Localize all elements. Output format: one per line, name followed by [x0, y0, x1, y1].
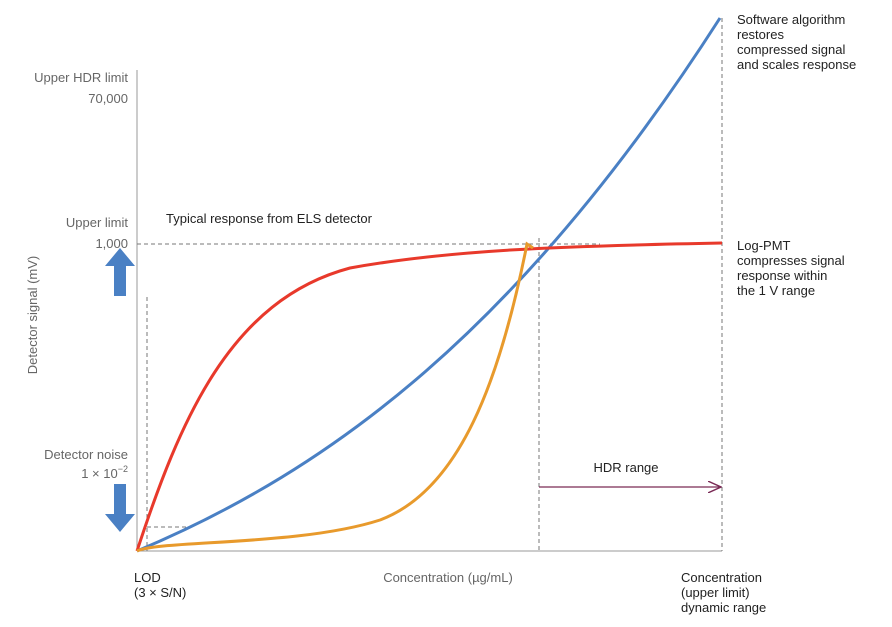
software-label: Software algorithm restores compressed sig…: [737, 12, 856, 72]
down-arrow: [105, 484, 135, 532]
noise-value: 1 × 10−2: [81, 464, 128, 481]
noise-base: 1 × 10: [81, 466, 118, 481]
hdr-curve: [136, 17, 722, 553]
log-pmt-line: response within: [737, 268, 827, 283]
lod-line: (3 × S/N): [134, 585, 186, 600]
upper-hdr-value: 70,000: [88, 91, 128, 106]
upper-conc-label: Concentration (upper limit) dynamic range: [681, 570, 766, 615]
typical-label: Typical response from ELS detector: [166, 211, 373, 226]
x-axis-label: Concentration (µg/mL): [383, 570, 513, 585]
lod-line: LOD: [134, 570, 161, 585]
upper-hdr-title: Upper HDR limit: [34, 70, 128, 85]
noise-exponent: −2: [118, 464, 128, 474]
software-line: compressed signal: [737, 42, 845, 57]
els-curve: [136, 241, 534, 553]
upper-conc-line: dynamic range: [681, 600, 766, 615]
upper-limit-value: 1,000: [95, 236, 128, 251]
noise-title: Detector noise: [44, 447, 128, 462]
upper-conc-line: Concentration: [681, 570, 762, 585]
y-axis-label: Detector signal (mV): [25, 256, 40, 374]
upper-limit-title: Upper limit: [66, 215, 129, 230]
lod-label: LOD (3 × S/N): [134, 570, 186, 600]
software-line: restores: [737, 27, 784, 42]
log-pmt-label: Log-PMT compresses signal response within t…: [737, 238, 845, 298]
hdr-range-label: HDR range: [593, 460, 658, 475]
upper-conc-line: (upper limit): [681, 585, 750, 600]
log-pmt-line: compresses signal: [737, 253, 845, 268]
software-line: and scales response: [737, 57, 856, 72]
software-line: Software algorithm: [737, 12, 845, 27]
log-pmt-curve: [135, 241, 723, 552]
log-pmt-line: Log-PMT: [737, 238, 791, 253]
up-arrow: [105, 248, 135, 296]
log-pmt-line: the 1 V range: [737, 283, 815, 298]
